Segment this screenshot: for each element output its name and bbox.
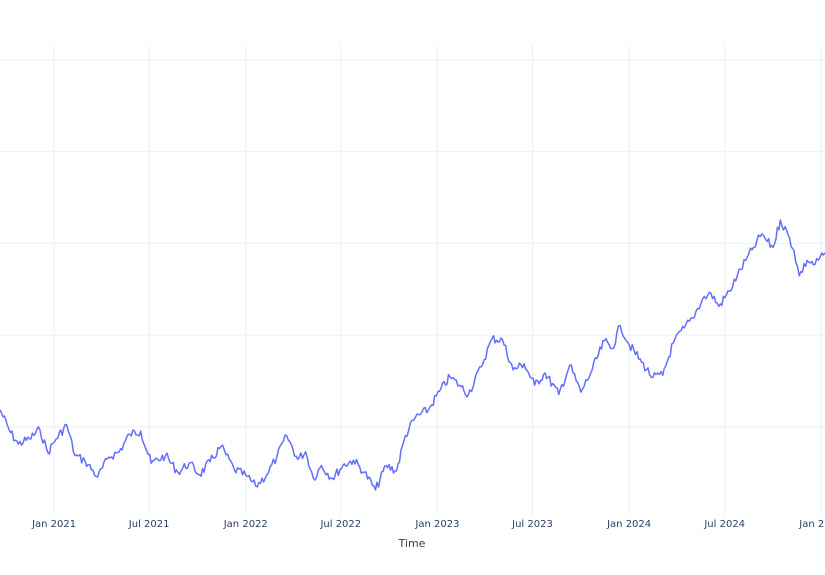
x-tick-label: Jan 2022: [223, 519, 268, 530]
x-tick-label: Jan 2024: [606, 519, 651, 530]
x-tick-label: Jan 2025: [798, 519, 825, 530]
x-tick-label: Jul 2024: [703, 519, 745, 530]
grid: [0, 45, 825, 515]
x-tick-label: Jul 2021: [128, 519, 170, 530]
series-line: [0, 219, 825, 491]
x-tick-label: Jul 2023: [511, 519, 553, 530]
x-axis-title: Time: [398, 537, 426, 550]
x-tick-label: Jan 2021: [31, 519, 76, 530]
x-tick-label: Jul 2022: [319, 519, 361, 530]
x-tick-label: Jan 2023: [414, 519, 459, 530]
x-axis-ticks: Jan 2021 Jul 2021 Jan 2022 Jul 2022 Jan 2023…: [31, 519, 825, 530]
series-layer: [0, 219, 825, 491]
